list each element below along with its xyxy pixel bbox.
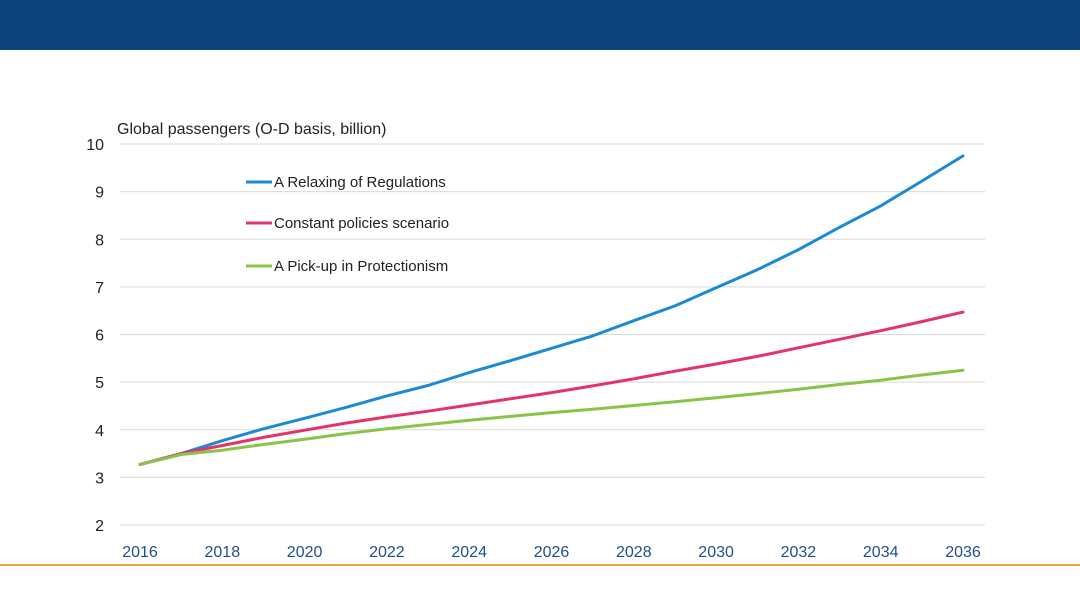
data-point xyxy=(509,397,512,400)
data-point xyxy=(550,411,553,414)
data-point xyxy=(509,415,512,418)
data-point xyxy=(303,429,306,432)
footer-rule xyxy=(0,564,1080,566)
y-tick-label: 8 xyxy=(95,232,104,249)
x-tick-label: 2022 xyxy=(369,544,405,561)
data-point xyxy=(838,338,841,341)
x-tick-label: 2020 xyxy=(287,544,323,561)
data-point xyxy=(344,406,347,409)
x-tick-label: 2036 xyxy=(945,544,981,561)
y-tick-label: 10 xyxy=(86,137,104,154)
data-point xyxy=(385,415,389,419)
y-tick-label: 7 xyxy=(95,280,104,297)
data-point xyxy=(344,432,347,435)
data-point xyxy=(714,362,718,366)
data-point xyxy=(221,439,224,442)
data-point xyxy=(673,304,677,308)
data-point xyxy=(550,391,553,394)
data-point xyxy=(673,400,677,403)
data-point xyxy=(591,334,594,338)
data-point xyxy=(426,423,430,426)
data-point xyxy=(591,384,594,388)
data-point xyxy=(797,388,800,391)
data-point xyxy=(632,404,635,407)
data-point xyxy=(303,438,306,441)
data-point xyxy=(879,329,882,332)
y-tick-label: 6 xyxy=(95,328,104,345)
data-point xyxy=(385,394,389,398)
axes: 2 3 4 5 6 7 8 9 10 2016 2018 2020 2022 2024 2026 2028 20… xyxy=(86,137,981,561)
data-point xyxy=(138,463,142,466)
series-lines xyxy=(138,154,965,466)
x-tick-label: 2026 xyxy=(534,544,570,561)
data-point xyxy=(179,453,183,456)
data-point xyxy=(879,379,882,382)
data-point xyxy=(385,427,389,430)
y-tick-label: 2 xyxy=(95,518,104,535)
x-tick-label: 2018 xyxy=(205,544,241,561)
data-point xyxy=(509,359,512,362)
data-point xyxy=(468,403,471,407)
x-tick-label: 2016 xyxy=(122,544,158,561)
x-tick-label: 2034 xyxy=(863,544,899,561)
y-tick-label: 9 xyxy=(95,185,104,202)
y-tick-label: 4 xyxy=(95,423,104,440)
x-tick-label: 2032 xyxy=(781,544,817,561)
data-point xyxy=(961,310,965,314)
data-point xyxy=(468,371,471,374)
data-point xyxy=(550,347,553,350)
series-line-1 xyxy=(138,154,965,466)
data-point xyxy=(673,369,677,373)
data-point xyxy=(714,286,718,290)
data-point xyxy=(591,408,594,411)
data-point xyxy=(961,154,965,158)
data-point xyxy=(838,383,841,386)
data-point xyxy=(920,373,924,377)
data-point xyxy=(838,226,841,229)
data-point xyxy=(262,443,265,446)
x-tick-label: 2028 xyxy=(616,544,652,561)
x-tick-label: 2024 xyxy=(451,544,487,561)
data-point xyxy=(262,427,265,430)
y-axis-label: Global passengers (O-D basis, billion) xyxy=(117,121,386,138)
data-point xyxy=(303,417,306,420)
x-tick-label: 2030 xyxy=(698,544,734,561)
data-point xyxy=(920,179,924,183)
data-point xyxy=(920,320,924,323)
data-point xyxy=(344,421,347,425)
header-bar xyxy=(0,0,1080,50)
data-point xyxy=(221,444,224,447)
y-tick-label: 3 xyxy=(95,470,104,487)
y-tick-label: 5 xyxy=(95,375,104,392)
data-point xyxy=(797,346,800,350)
data-point xyxy=(879,204,882,208)
data-point xyxy=(468,419,471,422)
data-point xyxy=(221,449,224,452)
legend-label: Constant policies scenario xyxy=(274,215,449,232)
data-point xyxy=(632,319,635,322)
data-point xyxy=(426,384,430,387)
data-point xyxy=(632,377,635,380)
data-point xyxy=(426,409,430,413)
data-point xyxy=(756,392,759,395)
data-point xyxy=(756,268,759,271)
data-point xyxy=(262,436,265,439)
legend-label: A Pick-up in Protectionism xyxy=(274,258,448,275)
legend: A Relaxing of Regulations Constant polici… xyxy=(246,174,449,275)
data-point xyxy=(714,396,718,400)
data-point xyxy=(961,369,965,372)
data-point xyxy=(756,355,759,358)
data-point xyxy=(797,248,800,251)
legend-label: A Relaxing of Regulations xyxy=(274,174,446,191)
